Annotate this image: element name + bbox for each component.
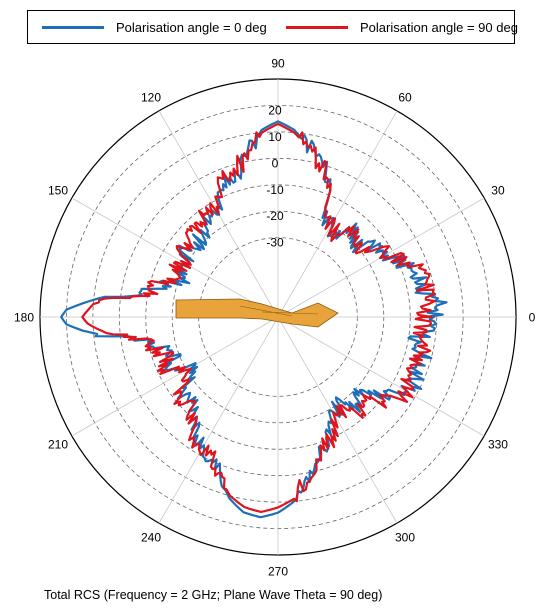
series-group xyxy=(60,120,448,519)
series-line-pol0 xyxy=(60,120,448,519)
angular-gridline xyxy=(277,110,398,318)
radial-tick-label: -10 xyxy=(266,183,284,197)
angular-tick-label: 120 xyxy=(141,91,161,105)
axis-labels: -30 -20 -10 0 10 20 0 30 60 90 120 150 180 210 240 270 3… xyxy=(14,57,536,579)
aircraft-model-detail xyxy=(239,305,319,317)
angular-tick-label: 300 xyxy=(395,530,415,544)
angular-tick-label: 210 xyxy=(48,438,68,452)
angular-tick-label: 0 xyxy=(529,311,536,325)
angular-tick-label: 60 xyxy=(398,91,412,105)
angular-tick-label: 270 xyxy=(268,565,288,579)
legend-swatch-pol90 xyxy=(286,25,348,29)
polar-grid xyxy=(39,78,517,556)
legend-item-pol90[interactable]: Polarisation angle = 90 deg xyxy=(286,11,518,43)
angular-tick-label: 90 xyxy=(271,57,285,71)
angular-gridline xyxy=(71,197,279,318)
angular-gridline xyxy=(277,316,485,437)
radial-tick-label: 10 xyxy=(268,130,282,144)
angular-tick-label: 330 xyxy=(488,438,508,452)
aircraft-model-body xyxy=(175,298,339,328)
radial-tick-label: -30 xyxy=(266,236,284,250)
legend: Polarisation angle = 0 deg Polarisation … xyxy=(27,10,518,44)
angular-gridline xyxy=(71,316,279,437)
radial-tick-label: -20 xyxy=(266,209,284,223)
angular-tick-label: 150 xyxy=(48,184,68,198)
legend-label-pol0: Polarisation angle = 0 deg xyxy=(116,19,267,35)
legend-label-pol90: Polarisation angle = 90 deg xyxy=(360,19,518,35)
angular-tick-label: 180 xyxy=(14,311,34,325)
angular-gridline xyxy=(277,316,398,524)
angular-gridline xyxy=(158,316,279,524)
aircraft-model-silhouette xyxy=(175,298,339,328)
polar-chart: -30 -20 -10 0 10 20 0 30 60 90 120 150 180 210 240 270 3… xyxy=(14,57,536,579)
legend-item-pol0[interactable]: Polarisation angle = 0 deg xyxy=(42,11,267,43)
chart-caption: Total RCS (Frequency = 2 GHz; Plane Wave… xyxy=(44,588,383,602)
legend-swatch-pol0 xyxy=(42,25,104,29)
angular-tick-label: 240 xyxy=(141,530,161,544)
series-line-pol90 xyxy=(81,122,436,513)
radial-tick-label: 0 xyxy=(272,156,279,170)
angular-tick-label: 30 xyxy=(491,184,505,198)
radial-tick-label: 20 xyxy=(268,103,282,117)
